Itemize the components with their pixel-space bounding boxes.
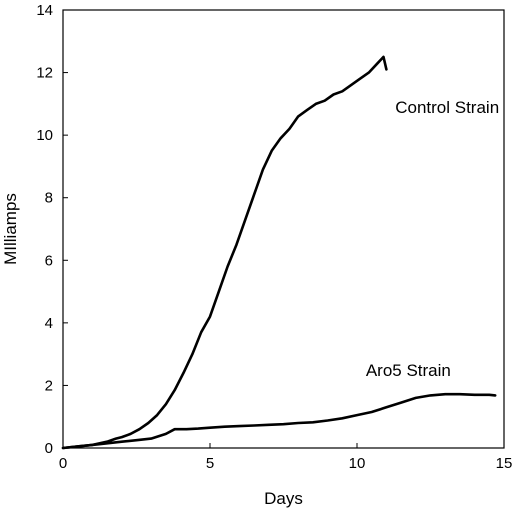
x-tick-label: 15 [496,455,512,472]
x-tick-label: 10 [349,455,366,472]
series-labels: Control Strain Aro5 Strain [366,98,499,380]
series-lines [61,55,497,450]
plot-frame [62,9,505,449]
y-tick-label: 12 [36,65,53,82]
y-tick-label: 10 [36,127,53,144]
y-axis-title: MIlliamps [1,193,20,265]
plot-border [62,9,505,449]
y-tick-label: 14 [36,2,53,19]
axis-ticks: 0 5 10 15 0 2 4 6 8 10 12 14 [36,2,512,472]
series-annotation: Control Strain [395,98,499,117]
series-line-2 [61,392,497,450]
x-tick-label: 0 [59,455,67,472]
y-tick-label: 6 [45,252,53,269]
y-tick-label: 2 [45,377,53,394]
x-tick-label: 5 [206,455,214,472]
y-tick-label: 8 [45,190,53,207]
x-axis-title: Days [264,489,303,508]
series-line-1 [61,55,388,450]
y-tick-label: 0 [45,440,53,457]
series-annotation: Aro5 Strain [366,361,451,380]
y-tick-label: 4 [45,315,53,332]
